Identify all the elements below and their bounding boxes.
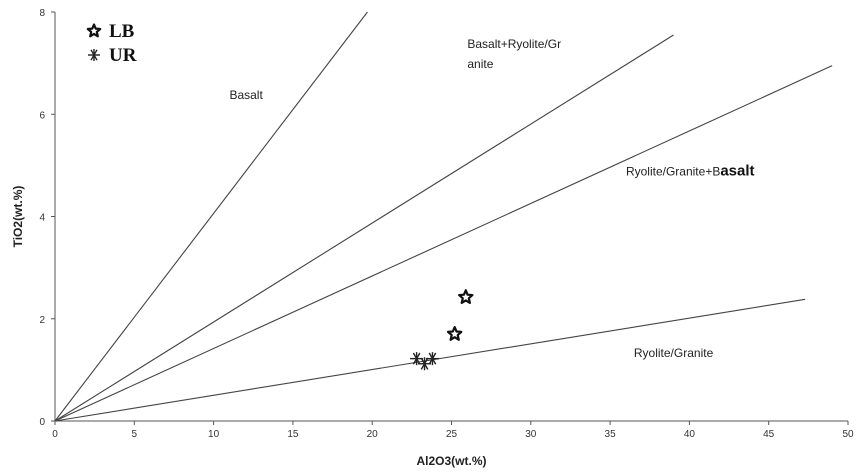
x-tick-label: 45 bbox=[763, 429, 775, 440]
legend-label: LB bbox=[109, 21, 135, 42]
x-tick-label: 10 bbox=[208, 429, 220, 440]
y-tick-label: 6 bbox=[39, 110, 45, 121]
field-label: Ryolite/Granite+Basalt bbox=[626, 163, 755, 180]
x-tick-label: 20 bbox=[367, 429, 379, 440]
field-label: Basalt+Ryolite/Gr bbox=[467, 37, 561, 51]
legend-label: UR bbox=[109, 45, 137, 66]
x-tick-label: 5 bbox=[132, 429, 138, 440]
field-label: Basalt bbox=[229, 88, 263, 102]
y-tick-label: 8 bbox=[39, 8, 45, 19]
x-tick-label: 35 bbox=[605, 429, 617, 440]
y-axis-title: TiO2(wt.%) bbox=[11, 186, 25, 248]
x-axis-title: Al2O3(wt.%) bbox=[416, 454, 486, 468]
x-tick-label: 25 bbox=[446, 429, 458, 440]
x-tick-label: 15 bbox=[287, 429, 299, 440]
x-tick-label: 30 bbox=[525, 429, 537, 440]
x-tick-label: 50 bbox=[842, 429, 854, 440]
y-tick-label: 2 bbox=[39, 315, 45, 326]
x-tick-label: 40 bbox=[684, 429, 696, 440]
field-label: Ryolite/Granite bbox=[634, 346, 714, 360]
y-tick-label: 4 bbox=[39, 213, 45, 224]
field-label: anite bbox=[467, 57, 493, 71]
field-label-suffix: asalt bbox=[720, 163, 754, 180]
y-tick-label: 0 bbox=[39, 417, 45, 428]
x-tick-label: 0 bbox=[52, 429, 58, 440]
